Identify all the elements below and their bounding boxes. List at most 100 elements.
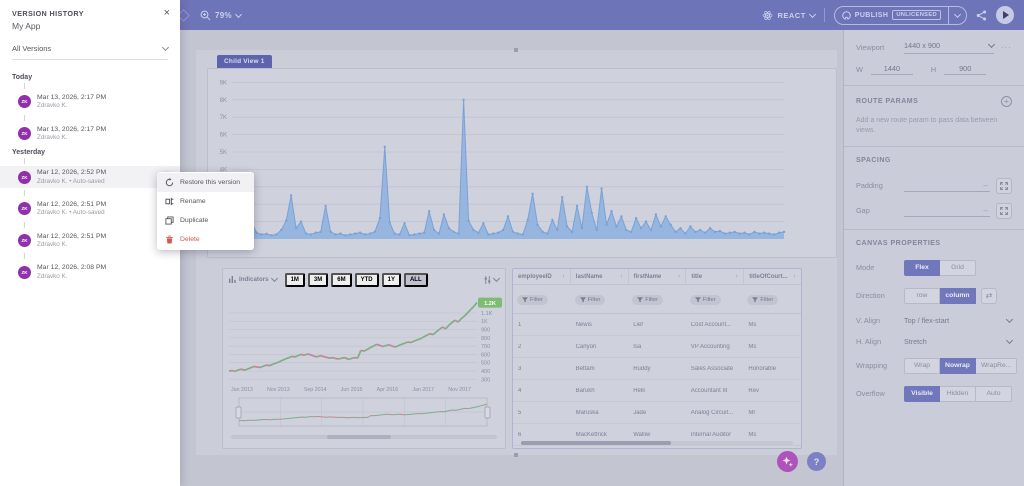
range-button-ytd[interactable]: YTD bbox=[354, 272, 379, 287]
indicators-dropdown[interactable]: Indicators bbox=[229, 274, 278, 283]
toggle-option-hidden[interactable]: Hidden bbox=[940, 385, 976, 402]
toggle-option-column[interactable]: column bbox=[940, 287, 976, 304]
column-header-title[interactable]: title ↑ bbox=[686, 269, 745, 284]
viewport-value: 1440 x 900 bbox=[904, 41, 941, 50]
toggle-option-flex[interactable]: Flex bbox=[904, 259, 940, 276]
width-input[interactable] bbox=[870, 63, 913, 75]
toggle-option-wrapre-[interactable]: WrapRe... bbox=[976, 357, 1018, 374]
stock-chart-widget[interactable]: Indicators 1M 3M 6M YTD 1Y ALL 300 400 500 600 700… bbox=[222, 268, 506, 449]
framework-selector[interactable]: REACT bbox=[762, 10, 816, 21]
table-row[interactable]: 4 Barukh Helli Accountant III Rev bbox=[513, 380, 801, 402]
resize-handle-top[interactable] bbox=[514, 48, 518, 52]
scrollbar-thumb[interactable] bbox=[326, 435, 391, 439]
table-widget[interactable]: employeeID ↑ lastName ↑ firstName ↑ title ↑ titl… bbox=[512, 268, 802, 449]
table-row[interactable]: 1 Newis Lief Cost Account... Ms bbox=[513, 314, 801, 336]
versions-filter-select[interactable]: All Versions bbox=[12, 43, 170, 60]
help-button[interactable]: ? bbox=[807, 452, 826, 471]
version-entry[interactable]: ZK Mar 13, 2026, 2:17 PM Zdravko K. bbox=[0, 91, 180, 113]
height-input[interactable] bbox=[944, 63, 987, 75]
publish-button[interactable]: PUBLISH UNLICENSED bbox=[835, 7, 948, 24]
zoom-control[interactable]: 79% bbox=[200, 10, 242, 21]
x-axis-label: Jan 2013 bbox=[231, 387, 253, 393]
add-route-param-button[interactable]: + bbox=[1001, 96, 1012, 107]
table-cell: Maruska bbox=[575, 409, 599, 416]
viewport-select[interactable]: 1440 x 900 bbox=[904, 40, 996, 54]
column-header-titleofcourt-[interactable]: titleOfCourt... ↑ bbox=[744, 269, 801, 284]
table-row[interactable]: 3 Bettam Ruddy Sales Associate Honorable bbox=[513, 358, 801, 380]
toggle-option-row[interactable]: row bbox=[904, 287, 940, 304]
svg-text:1K: 1K bbox=[481, 319, 488, 325]
funnel-icon bbox=[522, 297, 528, 303]
menu-item-delete[interactable]: Delete bbox=[157, 230, 254, 249]
filter-button[interactable]: Filter bbox=[517, 295, 548, 305]
version-entry-text: Mar 12, 2026, 2:08 PM Zdravko K. bbox=[37, 263, 106, 281]
expand-sides-icon[interactable] bbox=[996, 202, 1012, 219]
version-entry[interactable]: ZK Mar 12, 2026, 2:52 PM Zdravko K. • Auto… bbox=[0, 166, 180, 189]
child-view-tab[interactable]: Child View 1 bbox=[217, 55, 272, 68]
filter-label: Filter bbox=[530, 297, 543, 303]
menu-item-rename[interactable]: Rename bbox=[157, 192, 254, 211]
column-header-label: employeeID bbox=[518, 274, 552, 280]
table-row[interactable]: 5 Maruska Jade Analog Circuit... Mr bbox=[513, 402, 801, 424]
range-button-1m[interactable]: 1M bbox=[284, 272, 305, 287]
table-cell: Barukh bbox=[575, 387, 595, 394]
filter-button[interactable]: Filter bbox=[574, 295, 606, 305]
version-entry-text: Mar 13, 2026, 2:17 PM Zdravko K. bbox=[37, 93, 106, 111]
share-icon[interactable] bbox=[976, 10, 987, 21]
chevron-down-icon bbox=[161, 43, 170, 52]
property-select[interactable]: Top / flex-start bbox=[904, 315, 1014, 325]
area-chart-widget[interactable]: 9K8K7K6K5K4K3K2K1K bbox=[207, 68, 837, 258]
range-button-all[interactable]: ALL bbox=[403, 272, 428, 287]
table-row[interactable]: 2 Carlyon Isa VP Accounting Ms bbox=[513, 336, 801, 358]
filter-button[interactable]: Filter bbox=[632, 295, 664, 305]
menu-item-restore-this-version[interactable]: Restore this version bbox=[157, 173, 254, 192]
viewport-more-button[interactable]: ··· bbox=[1001, 43, 1012, 52]
chart-settings-button[interactable] bbox=[484, 274, 501, 284]
property-select[interactable]: Stretch bbox=[904, 336, 1014, 346]
publish-dropdown-button[interactable] bbox=[948, 6, 966, 24]
toggle-option-visible[interactable]: Visible bbox=[904, 385, 940, 402]
version-entry[interactable]: ZK Mar 13, 2026, 2:17 PM Zdravko K. bbox=[0, 123, 180, 145]
toggle-option-grid[interactable]: Grid bbox=[940, 259, 976, 276]
resize-handle-bottom[interactable] bbox=[514, 453, 518, 457]
range-button-6m[interactable]: 6M bbox=[331, 272, 352, 287]
sort-ascending-icon: ↑ bbox=[735, 274, 739, 280]
version-entry[interactable]: ZK Mar 12, 2026, 2:08 PM Zdravko K. bbox=[0, 261, 180, 283]
version-entry[interactable]: ZK Mar 12, 2026, 2:51 PM Zdravko K. • Auto… bbox=[0, 198, 180, 220]
range-button-3m[interactable]: 3M bbox=[307, 272, 329, 287]
padding-input[interactable] bbox=[904, 179, 990, 192]
chevron-down-icon bbox=[808, 10, 816, 18]
toggle-option-nowrap[interactable]: Nowrap bbox=[940, 357, 976, 374]
preview-play-button[interactable] bbox=[996, 6, 1014, 24]
column-header-lastname[interactable]: lastName ↑ bbox=[571, 269, 629, 284]
menu-item-label: Restore this version bbox=[180, 179, 241, 186]
table-scrollbar[interactable] bbox=[521, 441, 793, 445]
close-icon[interactable]: × bbox=[163, 7, 170, 19]
toggle-option-wrap[interactable]: Wrap bbox=[904, 357, 940, 374]
filter-button[interactable]: Filter bbox=[689, 295, 721, 305]
stock-navigator[interactable] bbox=[231, 396, 497, 432]
chevron-down-icon bbox=[987, 40, 996, 49]
table-cell: Ms bbox=[748, 321, 757, 328]
menu-item-duplicate[interactable]: Duplicate bbox=[157, 211, 254, 230]
swap-direction-icon[interactable]: ⇄ bbox=[981, 287, 997, 304]
page-canvas[interactable]: Child View 1 9K8K7K6K5K4K3K2K1K Indicato… bbox=[196, 48, 837, 457]
toggle-option-auto[interactable]: Auto bbox=[976, 385, 1012, 402]
filter-button[interactable]: Filter bbox=[747, 295, 779, 305]
range-button-1y[interactable]: 1Y bbox=[381, 272, 401, 287]
column-header-firstname[interactable]: firstName ↑ bbox=[629, 269, 687, 284]
zoom-in-icon bbox=[200, 10, 211, 21]
column-header-employeeid[interactable]: employeeID ↑ bbox=[513, 269, 571, 284]
expand-sides-icon[interactable] bbox=[996, 177, 1012, 194]
version-author: Zdravko K. bbox=[37, 133, 68, 141]
version-entry[interactable]: ZK Mar 12, 2026, 2:51 PM Zdravko K. bbox=[0, 230, 180, 252]
table-row[interactable]: 6 MacKettrick Walliw Internal Auditor Ms bbox=[513, 424, 801, 446]
gap-input[interactable] bbox=[904, 204, 990, 217]
timeline-connector bbox=[24, 83, 25, 89]
ai-assistant-button[interactable] bbox=[777, 451, 798, 472]
svg-text:700: 700 bbox=[481, 344, 490, 350]
app-name: My App bbox=[12, 21, 41, 31]
stock-scrollbar[interactable] bbox=[231, 435, 497, 439]
scrollbar-thumb[interactable] bbox=[521, 441, 671, 445]
framework-label: REACT bbox=[777, 10, 806, 20]
